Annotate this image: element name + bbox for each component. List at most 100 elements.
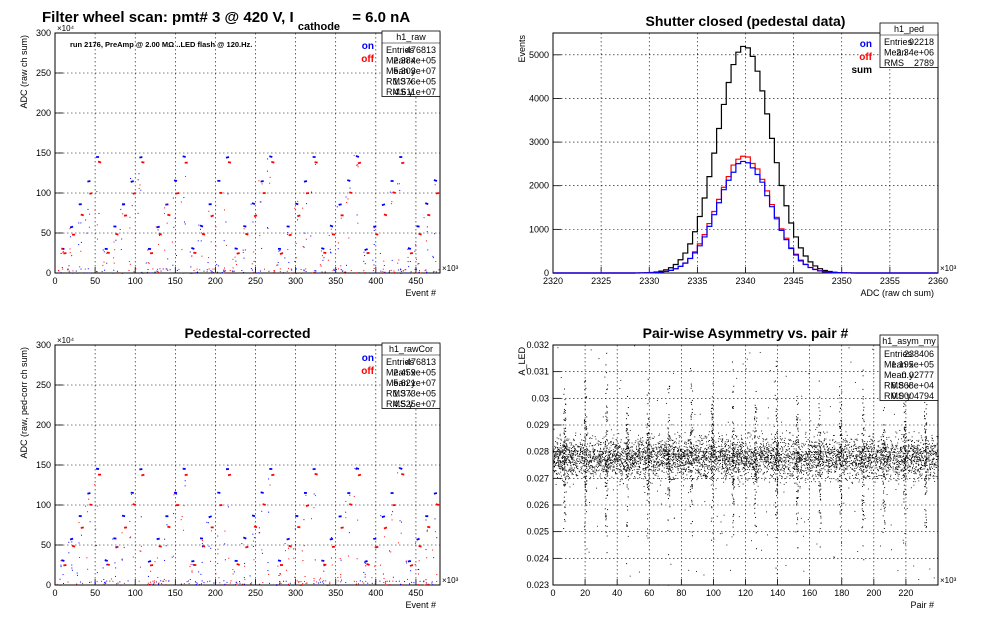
point [808, 439, 809, 440]
point [788, 457, 789, 458]
point [580, 450, 581, 451]
point [903, 455, 904, 456]
y-tick-label: 0.031 [526, 367, 549, 377]
point-baseline [304, 581, 305, 582]
point [785, 473, 786, 474]
point [832, 464, 833, 465]
point-sparse [211, 530, 212, 531]
point [686, 464, 687, 465]
point [917, 447, 918, 448]
point [791, 474, 792, 475]
point-sparse [288, 262, 289, 263]
point [931, 446, 932, 447]
point [782, 476, 783, 477]
y-axis-label: A_LED [517, 347, 527, 376]
x-tick-label: 0 [52, 276, 57, 286]
point [785, 457, 786, 458]
point [919, 475, 920, 476]
point [704, 464, 705, 465]
point [909, 455, 910, 456]
point [723, 460, 724, 461]
point [885, 465, 886, 466]
point [728, 472, 729, 473]
point [761, 447, 762, 448]
point [849, 442, 850, 443]
point [917, 445, 918, 446]
point-baseline [318, 583, 319, 584]
point [621, 473, 622, 474]
point [635, 459, 636, 460]
point [938, 456, 939, 457]
point-sparse [346, 265, 347, 266]
point-sparse [278, 262, 279, 263]
point [808, 463, 809, 464]
point-sparse [172, 242, 173, 243]
point-baseline [385, 581, 386, 582]
point [902, 471, 903, 472]
point [894, 449, 895, 450]
point-baseline [331, 585, 332, 586]
point [778, 447, 779, 448]
point [656, 473, 657, 474]
stats-value: 2.384e+05 [393, 56, 436, 66]
point [583, 460, 584, 461]
point [705, 448, 706, 449]
point-sparse [103, 579, 104, 580]
point [688, 463, 689, 464]
point-sparse [245, 249, 246, 250]
point [891, 479, 892, 480]
x-tick-label: 50 [90, 276, 100, 286]
x-tick-label: 160 [802, 588, 817, 598]
point [845, 452, 846, 453]
point [557, 453, 558, 454]
x-tick-label: 0 [550, 588, 555, 598]
point [594, 454, 595, 455]
point [769, 482, 770, 483]
point [878, 441, 879, 442]
point [809, 453, 810, 454]
point [679, 472, 680, 473]
point [898, 467, 899, 468]
point [907, 458, 908, 459]
point [632, 450, 633, 451]
point-sparse [348, 237, 349, 238]
x-tick-label: 200 [208, 588, 223, 598]
point [893, 468, 894, 469]
point [786, 482, 787, 483]
point [606, 455, 607, 456]
point-baseline [91, 582, 92, 583]
point [782, 442, 783, 443]
point [836, 461, 837, 462]
point [782, 460, 783, 461]
x-tick-label: 120 [738, 588, 753, 598]
point-baseline [372, 273, 373, 274]
point [629, 456, 630, 457]
point [832, 439, 833, 440]
point [582, 466, 583, 467]
point [843, 450, 844, 451]
point-baseline [365, 581, 366, 582]
point [843, 439, 844, 440]
point-sparse [401, 522, 402, 523]
point-sparse [252, 222, 253, 223]
point [639, 460, 640, 461]
point-sparse [417, 264, 418, 265]
point [936, 465, 937, 466]
point-sparse [216, 264, 217, 265]
point [824, 466, 825, 467]
point [820, 466, 821, 467]
point [902, 434, 903, 435]
point [868, 465, 869, 466]
point [882, 454, 883, 455]
point [718, 441, 719, 442]
point [733, 447, 734, 448]
point [741, 451, 742, 452]
point-sparse [306, 203, 307, 204]
point [679, 447, 680, 448]
point-baseline [402, 584, 403, 585]
point [678, 451, 679, 452]
point-sparse [79, 557, 80, 558]
point-sparse [130, 217, 131, 218]
point-sparse [400, 273, 401, 274]
